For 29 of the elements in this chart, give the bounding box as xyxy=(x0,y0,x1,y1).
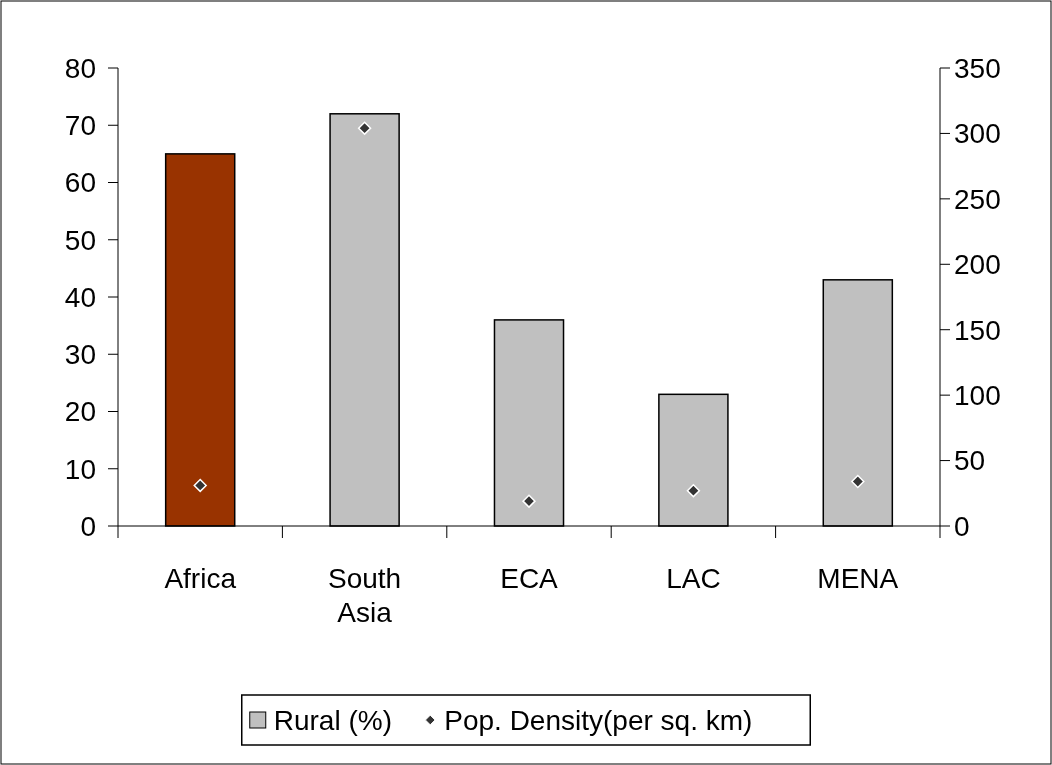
y-tick-label: 30 xyxy=(64,339,96,371)
point xyxy=(686,483,701,498)
y-tick-label: 60 xyxy=(64,167,96,199)
point xyxy=(357,121,372,135)
y2-tick-label: 100 xyxy=(954,379,1001,411)
legend-label: Rural (%) xyxy=(273,704,392,736)
x-tick-label: South Asia xyxy=(328,563,402,628)
legend-label: Pop. Density(per sq. km) xyxy=(444,704,753,736)
y-tick-label: 80 xyxy=(64,52,96,84)
x-tick-label: Africa xyxy=(164,563,237,594)
x-tick-label: MENA xyxy=(817,563,899,594)
y2-tick-label: 0 xyxy=(954,510,970,542)
x-tick-label: LAC xyxy=(666,563,721,594)
y2-tick-label: 250 xyxy=(954,183,1001,215)
y2-tick-label: 50 xyxy=(954,445,986,477)
y2-tick-label: 150 xyxy=(954,314,1001,346)
y-tick-label: 70 xyxy=(64,110,96,142)
point xyxy=(193,478,207,493)
y-tick-label: 0 xyxy=(80,510,96,542)
y-tick-label: 20 xyxy=(64,396,96,428)
point xyxy=(522,494,536,508)
x-tick-label: ECA xyxy=(500,563,559,594)
y-tick-label: 40 xyxy=(64,281,96,313)
y2-tick-label: 300 xyxy=(954,118,1001,150)
y-tick-label: 10 xyxy=(64,453,96,485)
y2-tick-label: 350 xyxy=(954,52,1001,84)
y2-tick-label: 200 xyxy=(954,249,1001,281)
y-tick-label: 50 xyxy=(64,224,96,256)
point xyxy=(851,474,865,489)
